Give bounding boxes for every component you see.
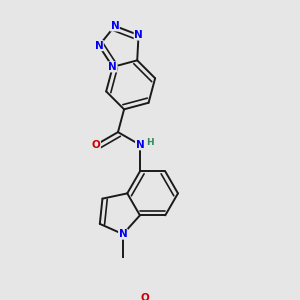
Text: N: N (94, 40, 103, 51)
Text: N: N (110, 21, 119, 31)
Text: O: O (92, 140, 100, 150)
Text: N: N (108, 62, 117, 72)
Text: N: N (118, 229, 127, 239)
Text: N: N (136, 140, 144, 150)
Text: H: H (146, 138, 154, 147)
Text: O: O (140, 292, 149, 300)
Text: N: N (134, 30, 143, 40)
